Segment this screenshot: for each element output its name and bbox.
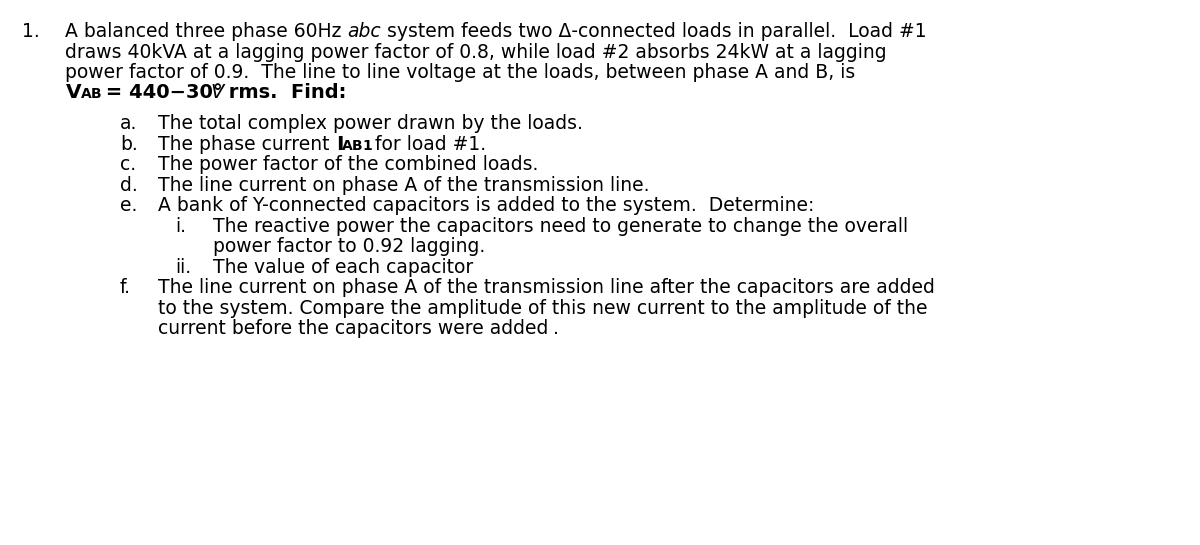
Text: A balanced three phase 60Hz: A balanced three phase 60Hz (65, 22, 347, 41)
Text: d.: d. (120, 175, 138, 195)
Text: i.: i. (175, 217, 186, 236)
Text: The value of each capacitor: The value of each capacitor (214, 258, 473, 277)
Text: ii.: ii. (175, 258, 191, 277)
Text: A bank of Y-connected capacitors is added to the system.  Determine:: A bank of Y-connected capacitors is adde… (158, 196, 815, 215)
Text: = 440−30°: = 440−30° (98, 83, 223, 102)
Text: The total complex power drawn by the loads.: The total complex power drawn by the loa… (158, 114, 583, 133)
Text: power factor to 0.92 lagging.: power factor to 0.92 lagging. (214, 237, 485, 256)
Text: V: V (210, 83, 223, 102)
Text: system feeds two Δ-connected loads in parallel.  Load #1: system feeds two Δ-connected loads in pa… (382, 22, 926, 41)
Text: The line current on phase A of the transmission line.: The line current on phase A of the trans… (158, 175, 649, 195)
Text: $\mathbf{I}$: $\mathbf{I}$ (336, 135, 343, 154)
Text: f.: f. (120, 278, 131, 297)
Text: The reactive power the capacitors need to generate to change the overall: The reactive power the capacitors need t… (214, 217, 908, 236)
Text: for load #1.: for load #1. (370, 135, 486, 154)
Text: The power factor of the combined loads.: The power factor of the combined loads. (158, 155, 539, 174)
Text: $\mathbf{AB}$: $\mathbf{AB}$ (80, 88, 102, 101)
Text: The phase current: The phase current (158, 135, 336, 154)
Text: $\mathbf{V}$: $\mathbf{V}$ (65, 83, 83, 102)
Text: b.: b. (120, 135, 138, 154)
Text: current before the capacitors were added: current before the capacitors were added (158, 319, 548, 338)
Text: 1.: 1. (22, 22, 40, 41)
Text: power factor of 0.9.  The line to line voltage at the loads, between phase A and: power factor of 0.9. The line to line vo… (65, 63, 856, 82)
Text: The line current on phase A of the transmission line after the capacitors are ad: The line current on phase A of the trans… (158, 278, 935, 297)
Text: e.: e. (120, 196, 137, 215)
Text: .: . (553, 319, 559, 338)
Text: a.: a. (120, 114, 137, 133)
Text: draws 40kVA at a lagging power factor of 0.8, while load #2 absorbs 24kW at a la: draws 40kVA at a lagging power factor of… (65, 43, 887, 62)
Text: to the system. Compare the amplitude of this new current to the amplitude of the: to the system. Compare the amplitude of … (158, 299, 928, 318)
Text: rms.  Find:: rms. Find: (222, 83, 347, 102)
Text: $\mathbf{AB1}$: $\mathbf{AB1}$ (341, 139, 373, 153)
Text: abc: abc (347, 22, 382, 41)
Text: c.: c. (120, 155, 136, 174)
